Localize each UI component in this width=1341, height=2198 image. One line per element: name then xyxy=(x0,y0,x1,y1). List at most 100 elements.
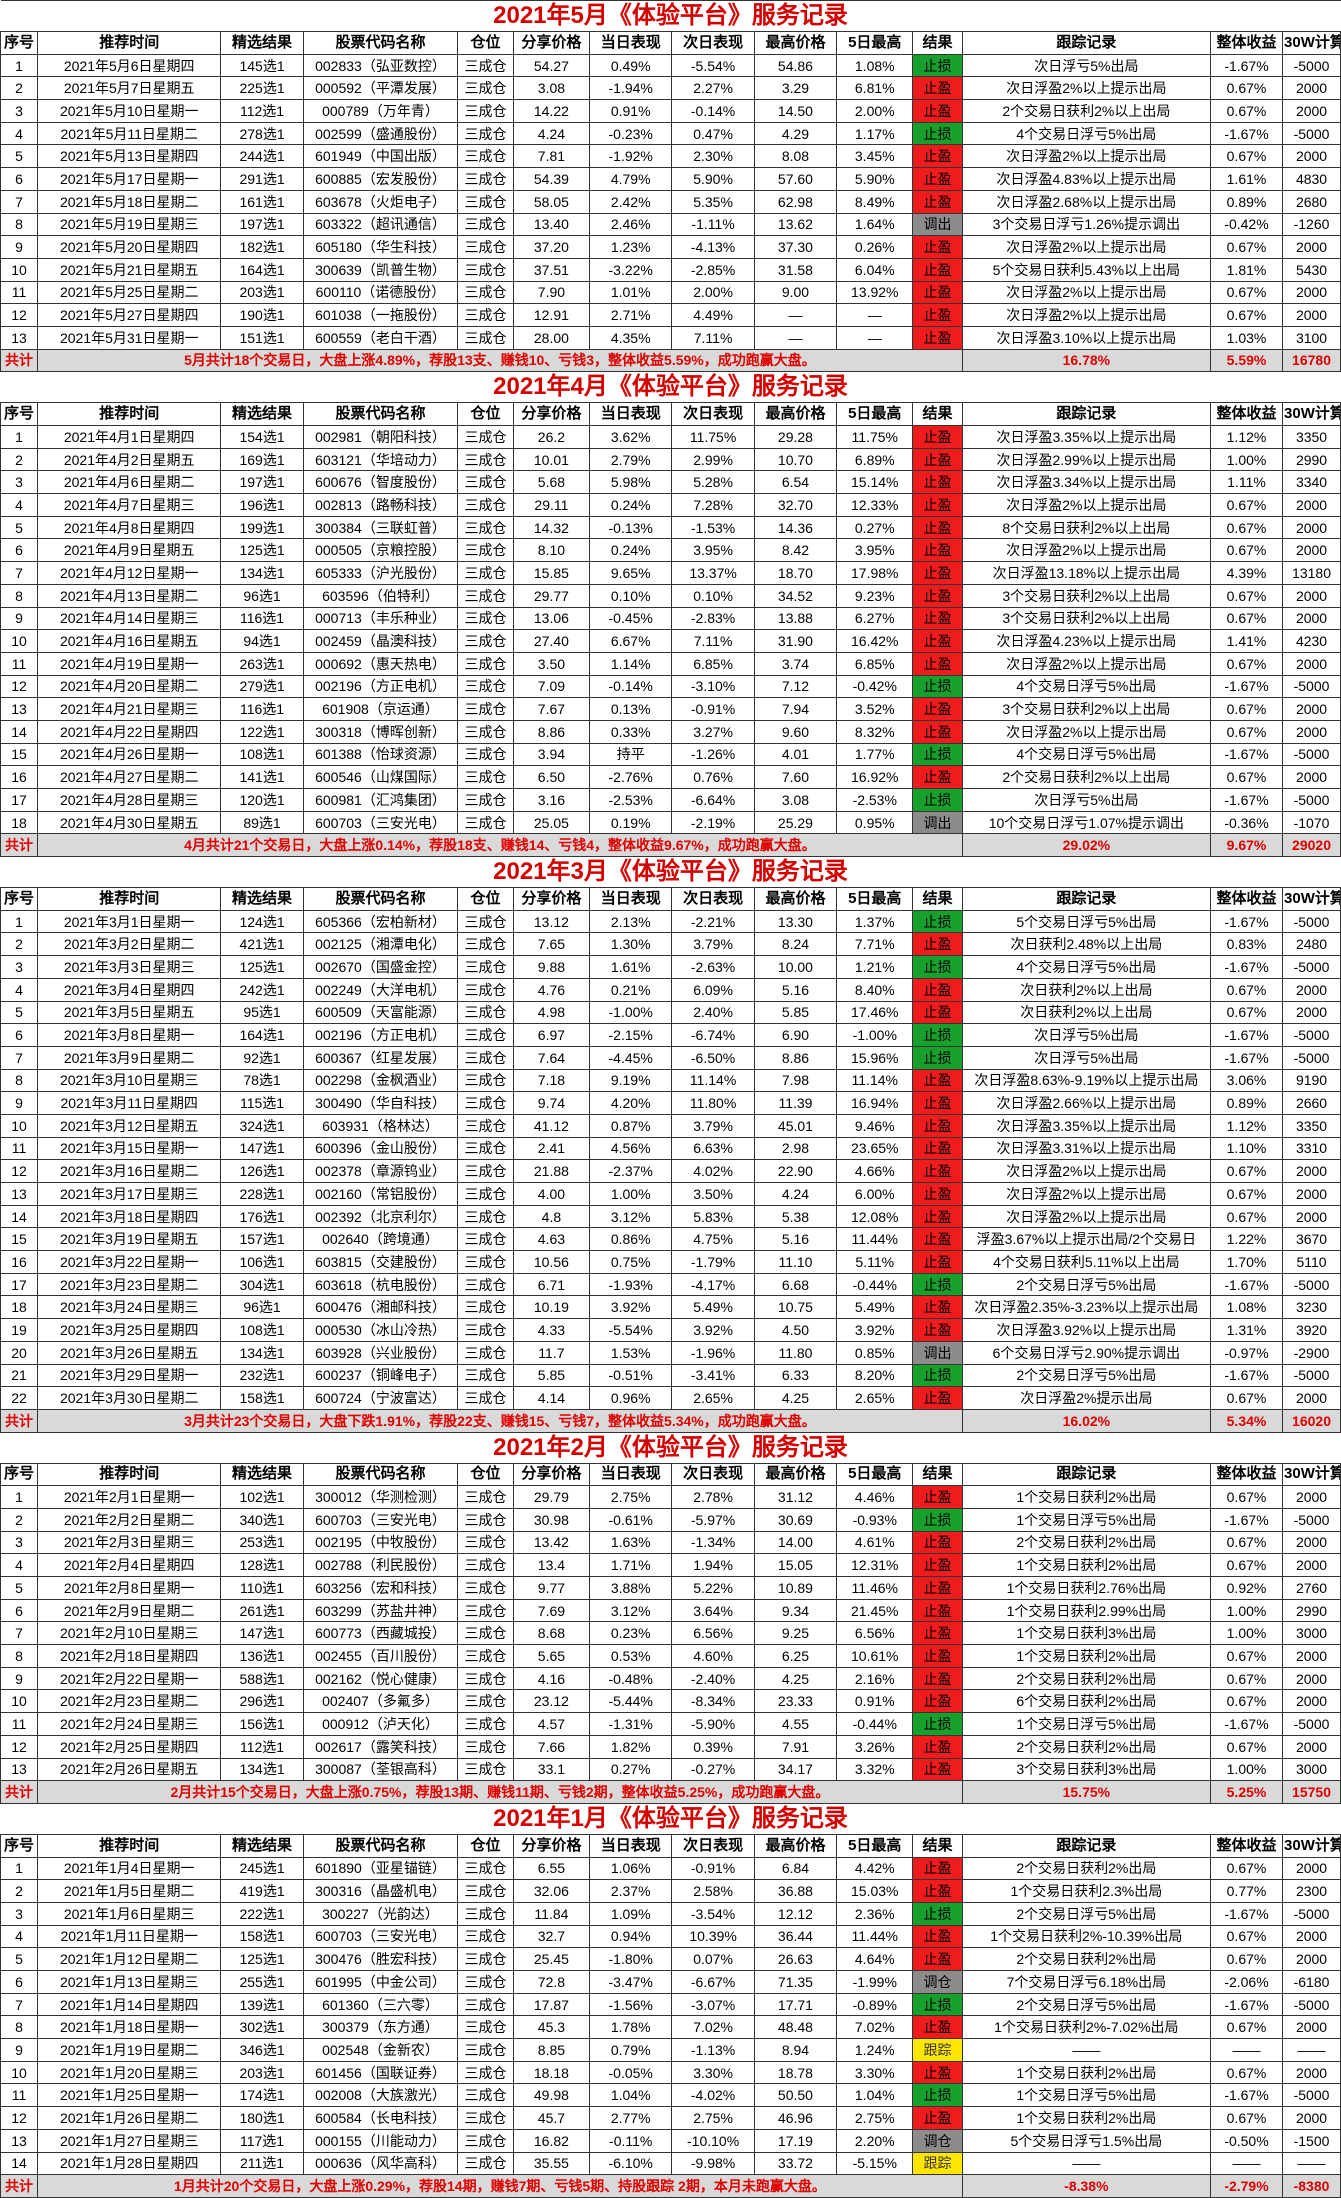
position: 三成仓 xyxy=(457,1295,514,1320)
overall-return: 0.67% xyxy=(1209,1530,1284,1555)
stock-code-name: 605180（华生科技） xyxy=(302,235,459,259)
row-number: 6 xyxy=(0,1023,39,1047)
recommend-date: 2021年1月27日星期三 xyxy=(37,2128,222,2153)
position: 三成仓 xyxy=(457,2106,514,2130)
header-next-day-change: 次日表现 xyxy=(671,402,755,426)
header-amount-30w: 30W计算 xyxy=(1282,402,1341,426)
table-row: 9 2021年4月14日星期三 116选1 000713（丰乐种业） 三成仓 13.06-… xyxy=(0,606,1341,631)
position: 三成仓 xyxy=(457,121,514,146)
five-day-high: 4.66% xyxy=(836,1159,914,1183)
share-price: 6.50 xyxy=(512,765,591,789)
recommend-date: 2021年3月8日星期一 xyxy=(37,1023,222,1047)
position: 三成仓 xyxy=(457,1992,514,2017)
next-day-change: 5.35% xyxy=(671,189,755,214)
next-day-change: 2.27% xyxy=(671,76,755,101)
result-badge: 止盈 xyxy=(912,235,963,259)
selection-result: 244选1 xyxy=(220,144,304,169)
row-number: 14 xyxy=(0,719,39,744)
next-day-change: -1.34% xyxy=(671,1530,755,1555)
table-row: 9 2021年3月11日星期四 115选1 300490（华自科技） 三成仓 9.74 4.… xyxy=(0,1091,1341,1115)
table-row: 21 2021年3月29日星期一 232选1 600237（铜峰电子） 三成仓 5.85-… xyxy=(0,1363,1341,1388)
five-day-high: -0.44% xyxy=(836,1712,914,1736)
same-day-change: 4.79% xyxy=(589,167,673,191)
highest-price: 5.16 xyxy=(753,977,838,1002)
selection-result: 225选1 xyxy=(220,76,304,101)
result-badge: 止盈 xyxy=(912,1113,963,1138)
recommend-date: 2021年3月24日星期三 xyxy=(37,1295,222,1320)
overall-return: -0.50% xyxy=(1209,2128,1284,2153)
header-share-price: 分享价格 xyxy=(512,887,591,911)
share-price: 8.86 xyxy=(512,719,591,744)
tracking-note: —— xyxy=(961,2151,1211,2176)
five-day-high: 9.46% xyxy=(836,1113,914,1138)
recommend-date: 2021年1月6日星期三 xyxy=(37,1901,222,1926)
same-day-change: 1.04% xyxy=(589,2083,673,2108)
highest-price: 18.78 xyxy=(753,2060,838,2085)
summary-label: 共计 xyxy=(0,348,39,373)
row-number: 1 xyxy=(0,1856,39,1881)
amount-30w: 3310 xyxy=(1282,1136,1341,1161)
overall-return: 0.67% xyxy=(1209,538,1284,563)
row-number: 1 xyxy=(0,53,39,78)
recommend-date: 2021年1月20日星期三 xyxy=(37,2060,222,2085)
result-badge: 止盈 xyxy=(912,1204,963,1229)
next-day-change: -0.91% xyxy=(671,697,755,721)
highest-price: 4.25 xyxy=(753,1386,838,1410)
header-next-day-change: 次日表现 xyxy=(671,31,755,55)
highest-price: 31.12 xyxy=(753,1485,838,1509)
row-number: 18 xyxy=(0,1295,39,1320)
share-price: 10.01 xyxy=(512,447,591,472)
same-day-change: -0.11% xyxy=(589,2128,673,2153)
share-price: 21.88 xyxy=(512,1159,591,1183)
result-badge: 止盈 xyxy=(912,99,963,123)
tracking-note: 次日浮盈2%以上提示出局 xyxy=(961,76,1211,101)
same-day-change: -0.51% xyxy=(589,1363,673,1388)
highest-price: 36.88 xyxy=(753,1879,838,1903)
selection-result: 102选1 xyxy=(220,1485,304,1509)
position: 三成仓 xyxy=(457,977,514,1002)
same-day-change: 0.49% xyxy=(589,53,673,78)
tracking-note: 次日浮盈2%以上提示出局 xyxy=(961,651,1211,676)
result-badge: 止盈 xyxy=(912,76,963,101)
tracking-note: 1个交易日获利2.76%出局 xyxy=(961,1576,1211,1600)
result-badge: 止盈 xyxy=(912,189,963,214)
same-day-change: 0.53% xyxy=(589,1644,673,1668)
row-number: 11 xyxy=(0,2083,39,2108)
recommend-date: 2021年4月16日星期五 xyxy=(37,629,222,653)
amount-30w: -5000 xyxy=(1282,1363,1341,1388)
row-number: 8 xyxy=(0,212,39,237)
recommend-date: 2021年3月26日星期五 xyxy=(37,1340,222,1365)
overall-return: 0.83% xyxy=(1209,932,1284,957)
table-row: 14 2021年3月18日星期四 176选1 002392（北京利尔） 三成仓 4.8 3.… xyxy=(0,1204,1341,1229)
row-number: 12 xyxy=(0,1734,39,1759)
five-day-high: 0.27% xyxy=(836,515,914,540)
row-number: 4 xyxy=(0,121,39,146)
share-price: 27.40 xyxy=(512,629,591,653)
highest-price: 17.19 xyxy=(753,2128,838,2153)
tracking-note: 次日浮盈3.92%以上提示出局 xyxy=(961,1318,1211,1342)
same-day-change: 6.67% xyxy=(589,629,673,653)
five-day-high: 2.20% xyxy=(836,2128,914,2153)
selection-result: 232选1 xyxy=(220,1363,304,1388)
stock-code-name: 300316（晶盛机电） xyxy=(302,1879,459,1903)
same-day-change: -5.44% xyxy=(589,1689,673,1714)
same-day-change: 1.00% xyxy=(589,1182,673,1206)
recommend-date: 2021年1月25日星期一 xyxy=(37,2083,222,2108)
share-price: 7.69 xyxy=(512,1598,591,1623)
position: 三成仓 xyxy=(457,1598,514,1623)
tracking-note: 次日浮盈8.63%-9.19%以上提示出局 xyxy=(961,1068,1211,1093)
amount-30w: 3000 xyxy=(1282,1621,1341,1646)
stock-code-name: 603678（火炬电子） xyxy=(302,189,459,214)
table-row: 11 2021年5月25日星期二 203选1 600110（诺德股份） 三成仓 7.90 1… xyxy=(0,280,1341,305)
recommend-date: 2021年1月26日星期二 xyxy=(37,2106,222,2130)
table-row: 4 2021年2月4日星期四 128选1 002788（利民股份） 三成仓 13.4 1.7… xyxy=(0,1553,1341,1577)
overall-return: 0.77% xyxy=(1209,1879,1284,1903)
highest-price: 48.48 xyxy=(753,2015,838,2040)
overall-return: 1.03% xyxy=(1209,325,1284,350)
same-day-change: 3.12% xyxy=(589,1598,673,1623)
position: 三成仓 xyxy=(457,2038,514,2062)
overall-return: 0.67% xyxy=(1209,1947,1284,1971)
row-number: 16 xyxy=(0,765,39,789)
five-day-high: 0.95% xyxy=(836,810,914,835)
highest-price: 4.50 xyxy=(753,1318,838,1342)
